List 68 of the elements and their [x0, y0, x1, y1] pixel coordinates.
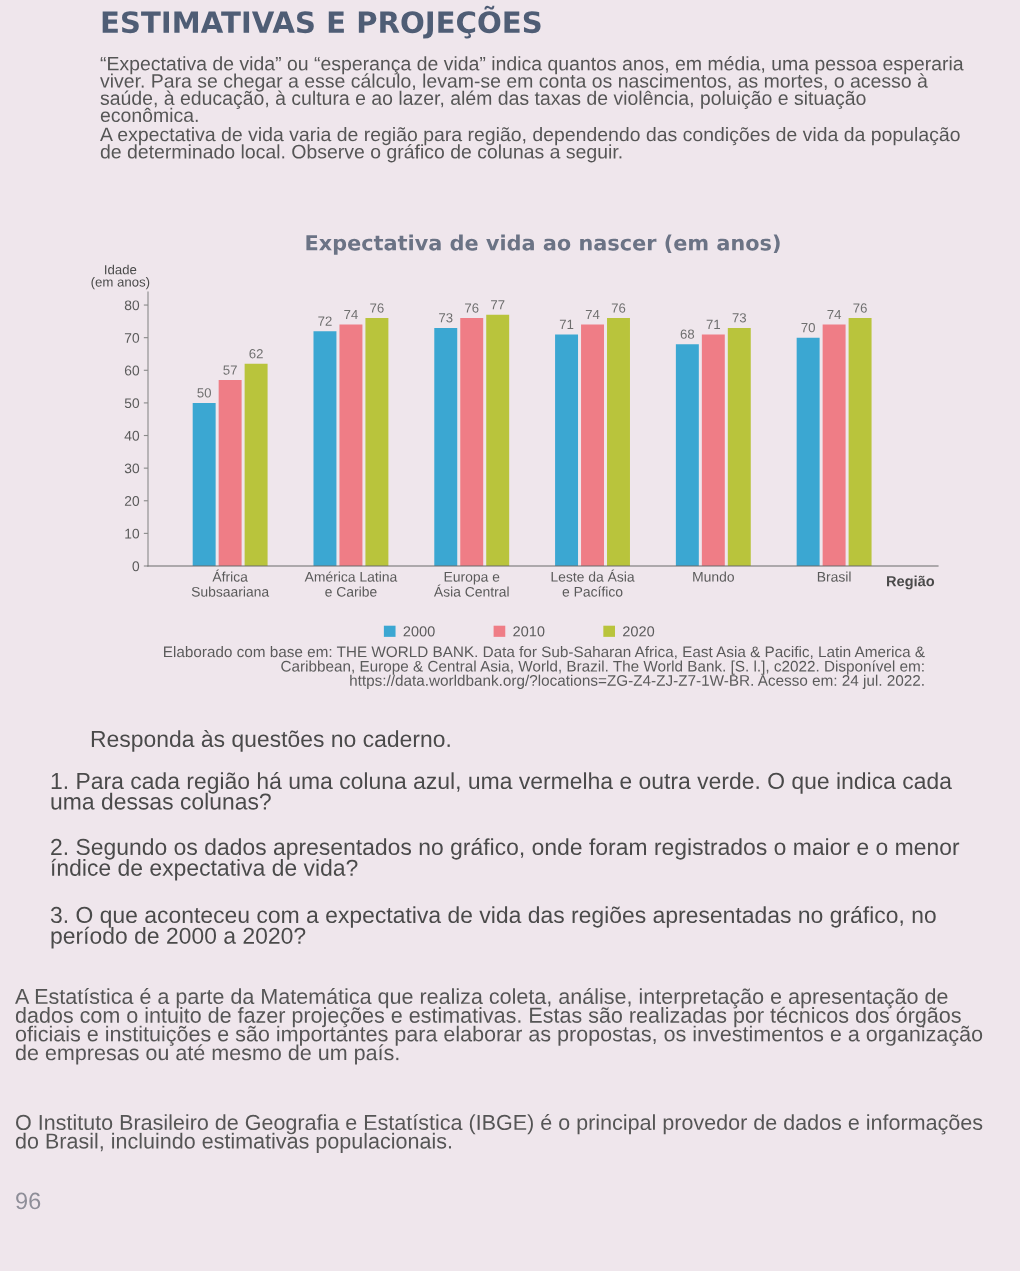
bar [339, 324, 363, 566]
text: Responda às questões no caderno. [91, 730, 450, 752]
data-label: 76 [370, 303, 384, 313]
text: ESTIMATIVAS E PROJEÇÕES [102, 5, 541, 39]
data-label: 74 [827, 310, 842, 320]
data-label: 74 [585, 310, 600, 320]
text: O Instituto Brasileiro de Geografia e Estatística (IBGE) é o principal provedor de dados e informações do Brasil, incluindo estimativas populacionais. [15, 1114, 983, 1153]
bar [727, 327, 751, 566]
text: A expectativa de vida varia de região para região, dependendo das condições de vida da população de determinado local. Observe o gráfico de colunas a seguir. [100, 127, 960, 163]
legend-label: 2000 [403, 626, 435, 637]
text: Elaborado com base em: THE WORLD BANK. Data for Sub-Saharan Africa, East Asia & Pacific, Latin America & Caribbean, Europe & Central Asia, World, Brazil. The World Bank. [S. l.], c2022. Disponível em: https://data.worldbank.org/?locations=ZG-Z4-ZJ-Z7-1W-BR. Acesso em: 24 jul. 2022. [164, 646, 925, 689]
bar [675, 344, 699, 566]
bar [581, 324, 604, 566]
legend-label: 2020 [623, 626, 655, 637]
text: “Expectativa de vida” ou “esperança de vida” indica quantos anos, em média, uma pessoa esperaria viver. Para se chegar a esse cálculo, levam-se em conta os nascimentos, as mortes, o acesso à saúde, à educação, à cultura e ao lazer, além das taxas de violência, poluição e situação econômica. [100, 56, 964, 123]
y-tick-label: 40 [124, 430, 140, 441]
bar [434, 327, 458, 566]
data-label: 68 [680, 329, 695, 339]
data-label: 57 [223, 365, 237, 375]
y-tick-label: 20 [124, 496, 140, 506]
x-axis-title: Região [887, 575, 935, 590]
bar [796, 337, 820, 566]
data-label: 71 [706, 319, 721, 329]
text: A Estatística é a parte da Matemática que realiza coleta, análise, interpretação e apresentação de dados com o intuito de fazer projeções e estimativas. Estas são realizadas por técnicos dos órgãos oficiais e instituições e são importantes para elaborar as propostas, os investimentos e a organização de empresas ou até mesmo de um país. [15, 988, 983, 1065]
bar [192, 402, 216, 566]
bar [607, 318, 630, 566]
data-label: 76 [465, 303, 479, 313]
bar [486, 314, 510, 566]
y-tick-label: 80 [124, 300, 140, 311]
legend-label: 2010 [513, 626, 545, 637]
bar [365, 318, 389, 566]
data-label: 76 [853, 303, 867, 313]
y-tick-label: 10 [125, 528, 140, 539]
y-axis-title: Idade (em anos) [91, 264, 150, 290]
data-label: 74 [344, 310, 358, 320]
bar [822, 324, 846, 566]
bar [555, 334, 579, 566]
y-tick-label: 30 [124, 463, 140, 474]
text: 1. Para cada região há uma coluna azul, uma vermelha e outra verde. O que indica cada uma dessas colunas? [51, 772, 952, 810]
data-label: 62 [249, 349, 263, 359]
data-label: 77 [491, 300, 505, 310]
bar [848, 318, 872, 566]
x-tick-label: África Subsaariana [191, 569, 270, 597]
x-tick-label: Europa e Ásia Central [433, 572, 509, 597]
data-label: 73 [732, 313, 747, 323]
data-label: 73 [439, 313, 453, 323]
x-tick-label: América Latina e Caribe [304, 571, 398, 597]
y-tick-label: 70 [124, 333, 140, 343]
y-tick-label: 50 [124, 398, 140, 409]
bar [313, 331, 337, 566]
data-label: 72 [318, 316, 332, 326]
bar [218, 380, 242, 566]
text: 96 [16, 1192, 41, 1210]
data-label: 50 [197, 388, 211, 398]
chart-title: Expectativa de vida ao nascer (em anos) [306, 234, 780, 255]
bar [460, 318, 484, 566]
y-tick-label: 0 [132, 561, 140, 572]
text: 3. O que aconteceu com a expectativa de vida das regiões apresentadas no gráfico, no período de 2000 a 2020? [50, 906, 936, 949]
x-tick-label: Mundo [693, 571, 734, 582]
x-tick-label: Brasil [817, 571, 851, 582]
bar [244, 363, 268, 566]
x-tick-label: Leste da Ásia e Pacífico [551, 569, 635, 597]
bar [701, 334, 725, 566]
data-label: 76 [611, 303, 626, 313]
y-tick-label: 60 [124, 365, 140, 376]
data-label: 70 [801, 322, 815, 333]
text: 2. Segundo os dados apresentados no gráfico, onde foram registrados o maior e o menor índice de expectativa de vida? [51, 838, 960, 881]
data-label: 71 [559, 319, 574, 329]
